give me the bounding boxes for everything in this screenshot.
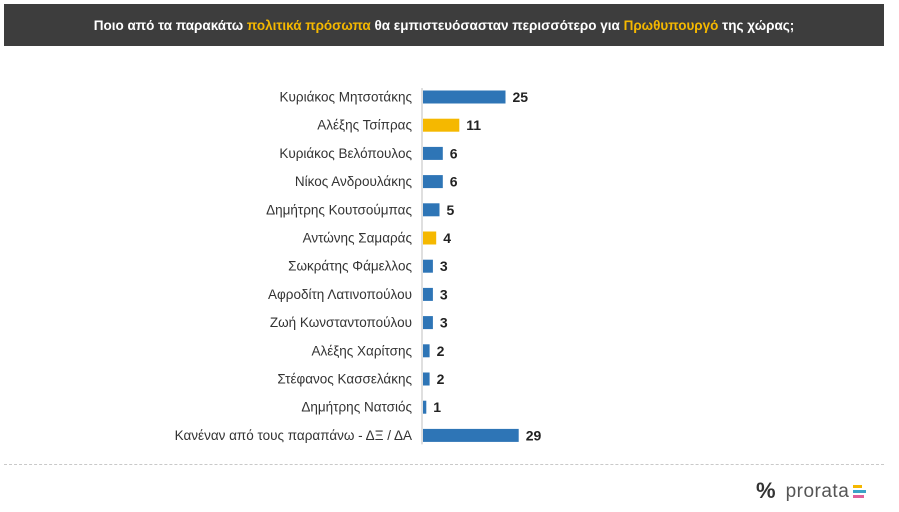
data-label: 11 <box>466 117 481 133</box>
category-label: Ζωή Κωνσταντοπούλου <box>270 315 412 330</box>
title-highlight-2: Πρωθυπουργό <box>623 17 719 33</box>
category-label: Κανέναν από τους παραπάνω - ΔΞ / ΔΑ <box>175 428 412 443</box>
category-label: Αλέξης Τσίπρας <box>317 118 412 133</box>
category-label: Αλέξης Χαρίτσης <box>311 343 412 358</box>
category-label: Δημήτρης Νατσιός <box>301 400 412 415</box>
data-label: 25 <box>513 89 529 105</box>
logo-wordmark: prorata <box>785 480 850 502</box>
data-label: 5 <box>447 202 455 218</box>
data-label: 2 <box>437 343 445 359</box>
bar <box>423 146 443 160</box>
data-label: 1 <box>433 399 441 415</box>
prorata-logo: % prorata <box>756 478 867 504</box>
bar <box>423 175 443 189</box>
bar <box>423 203 440 217</box>
bar <box>423 287 433 301</box>
bar <box>423 231 437 245</box>
bar <box>423 400 427 414</box>
category-label: Κυριάκος Βελόπουλος <box>279 146 412 161</box>
bar <box>423 259 433 273</box>
bar <box>423 344 430 358</box>
category-label: Κυριάκος Μητσοτάκης <box>280 90 413 105</box>
title-text-3: της χώρας; <box>718 17 795 33</box>
title-text-1: Ποιο από τα παρακάτω <box>93 17 247 33</box>
data-label: 2 <box>437 371 445 387</box>
title-text-2: θα εμπιστευόσασταν περισσότερο για <box>370 17 624 33</box>
category-label: Δημήτρης Κουτσούμπας <box>266 202 412 217</box>
data-label: 3 <box>440 286 448 302</box>
category-label: Αφροδίτη Λατινοπούλου <box>268 287 412 302</box>
bar <box>423 316 433 330</box>
data-label: 6 <box>450 145 458 161</box>
bar <box>423 372 430 386</box>
footer-divider <box>4 464 884 465</box>
data-label: 29 <box>526 427 542 443</box>
bar <box>423 428 519 442</box>
bar <box>423 90 506 104</box>
category-label: Νίκος Ανδρουλάκης <box>295 174 413 189</box>
stacked-bars-logo-icon <box>853 484 867 498</box>
bar <box>423 118 460 132</box>
data-label: 6 <box>450 174 458 190</box>
chart-title-bar: Ποιο από τα παρακάτω πολιτικά πρόσωπα θα… <box>4 4 884 46</box>
data-label: 3 <box>440 315 448 331</box>
data-label: 4 <box>443 230 451 246</box>
title-highlight-1: πολιτικά πρόσωπα <box>246 17 371 33</box>
category-label: Στέφανος Κασσελάκης <box>277 372 412 387</box>
category-label: Αντώνης Σαμαράς <box>303 231 413 246</box>
category-label: Σωκράτης Φάμελλος <box>288 259 412 274</box>
data-label: 3 <box>440 258 448 274</box>
percent-logo-icon: % <box>756 478 776 503</box>
